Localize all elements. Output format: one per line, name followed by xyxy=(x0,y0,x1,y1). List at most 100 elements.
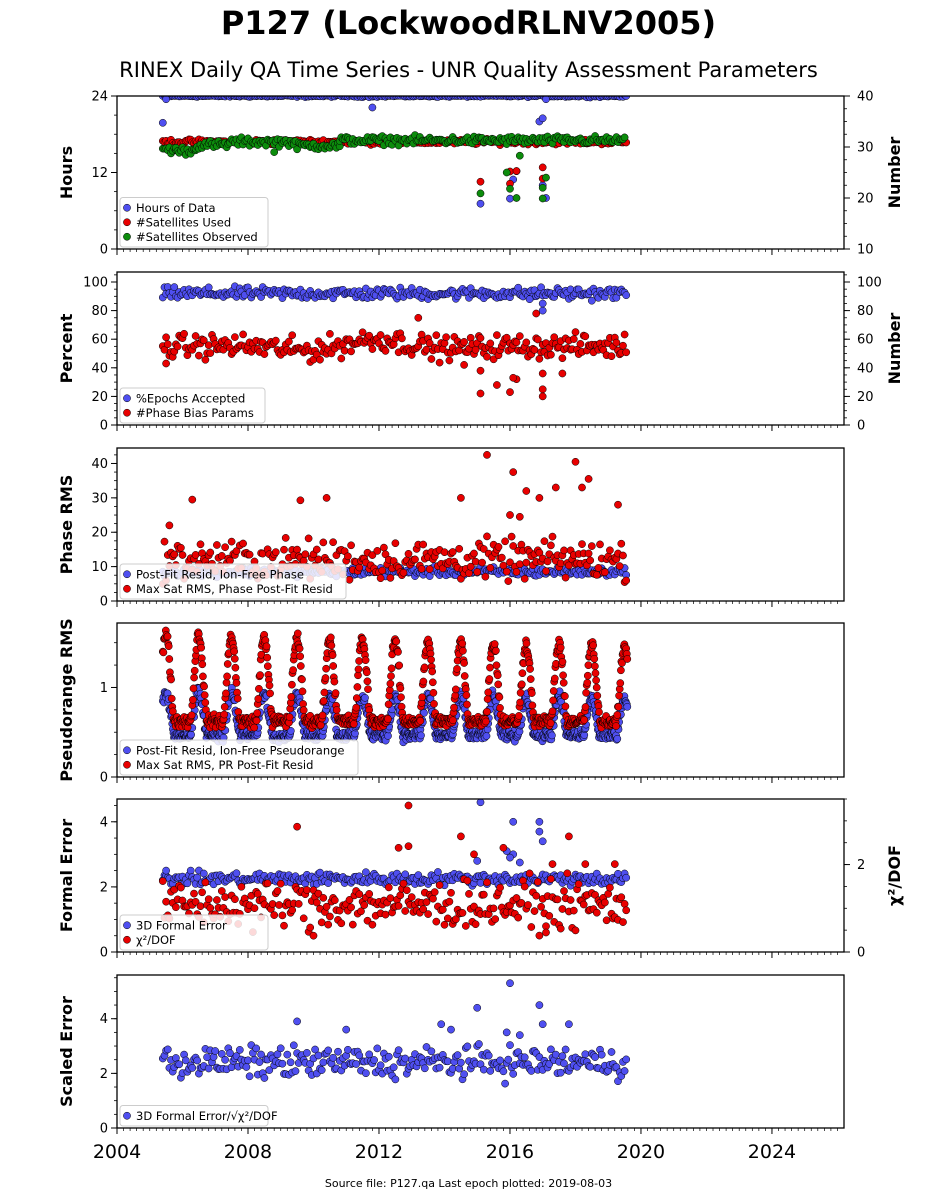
data-point xyxy=(361,656,370,665)
data-point xyxy=(435,358,444,367)
data-point xyxy=(368,345,377,353)
y2-axis-label: Number xyxy=(885,137,904,209)
data-point xyxy=(507,532,516,541)
data-point xyxy=(327,641,336,650)
data-point xyxy=(455,544,464,553)
data-point xyxy=(231,663,240,672)
data-point xyxy=(620,900,629,908)
data-point xyxy=(162,333,170,342)
data-point xyxy=(330,896,339,905)
y-axis-label: Hours xyxy=(57,146,76,199)
data-point xyxy=(527,689,536,697)
data-point xyxy=(368,103,377,112)
data-point xyxy=(445,897,454,906)
data-point xyxy=(197,643,206,652)
data-point xyxy=(278,911,287,920)
data-point xyxy=(520,882,529,891)
data-point xyxy=(204,283,213,292)
data-point xyxy=(170,283,179,291)
data-point xyxy=(606,546,614,555)
y2-tick-label: 2 xyxy=(857,858,865,873)
data-point xyxy=(515,512,524,521)
data-point xyxy=(530,346,539,354)
data-point xyxy=(538,385,547,394)
data-point xyxy=(419,540,428,549)
data-point xyxy=(386,679,395,688)
y-tick-label: 24 xyxy=(91,90,108,105)
data-point xyxy=(268,900,277,908)
data-point xyxy=(384,715,392,723)
data-point xyxy=(387,672,395,680)
data-point xyxy=(461,922,470,930)
data-point xyxy=(435,881,444,889)
data-point xyxy=(281,534,290,542)
data-point xyxy=(501,537,509,546)
data-point xyxy=(429,894,437,903)
data-point xyxy=(526,675,535,683)
data-point xyxy=(478,558,486,567)
panel-1-points xyxy=(158,96,631,208)
data-point xyxy=(324,920,333,929)
data-point xyxy=(387,664,396,673)
data-point xyxy=(407,893,416,901)
data-point xyxy=(532,891,541,900)
data-point xyxy=(285,713,294,721)
data-point xyxy=(443,914,452,923)
data-point xyxy=(293,545,301,554)
data-point xyxy=(303,886,311,894)
y2-tick-label: 40 xyxy=(857,361,874,376)
data-point xyxy=(509,468,518,476)
data-point xyxy=(538,837,547,846)
data-point xyxy=(466,333,475,342)
data-point xyxy=(535,817,544,826)
y2-tick-label: 40 xyxy=(857,90,874,105)
data-point xyxy=(535,827,544,836)
data-point xyxy=(360,901,369,909)
data-point xyxy=(602,916,611,925)
legend-label: #Satellites Observed xyxy=(136,230,258,244)
data-point xyxy=(619,551,627,560)
data-point xyxy=(509,542,518,550)
data-point xyxy=(296,496,305,505)
y-tick-label: 100 xyxy=(83,276,108,291)
data-point xyxy=(321,674,330,682)
data-point xyxy=(187,730,195,739)
data-point xyxy=(460,659,468,667)
data-point xyxy=(486,564,495,572)
data-point xyxy=(440,920,449,929)
data-point xyxy=(217,887,226,895)
data-point xyxy=(404,801,413,810)
data-point xyxy=(535,548,544,557)
data-point xyxy=(177,543,185,552)
data-point xyxy=(538,183,547,192)
data-point xyxy=(486,339,495,348)
data-point xyxy=(595,708,603,716)
y-tick-label: 20 xyxy=(91,526,108,541)
data-point xyxy=(592,571,601,579)
data-point xyxy=(319,894,328,902)
data-point xyxy=(506,388,514,396)
data-point xyxy=(502,333,511,342)
data-point xyxy=(512,894,521,902)
data-point xyxy=(319,697,328,705)
legend-label: %Epochs Accepted xyxy=(136,391,245,405)
data-point xyxy=(363,677,372,686)
data-point xyxy=(550,674,559,683)
data-point xyxy=(345,575,354,584)
data-point xyxy=(322,494,331,502)
data-point xyxy=(460,672,469,680)
data-point xyxy=(491,915,500,923)
data-point xyxy=(386,894,395,902)
data-point xyxy=(520,574,529,583)
data-point xyxy=(460,338,468,346)
data-point xyxy=(424,910,432,918)
data-point xyxy=(347,903,355,912)
data-point xyxy=(213,896,221,904)
data-point xyxy=(159,648,168,657)
data-point xyxy=(263,653,272,662)
data-point xyxy=(538,163,547,172)
data-point xyxy=(200,682,208,691)
panel-2-points xyxy=(158,282,631,401)
data-point xyxy=(617,666,625,675)
data-point xyxy=(463,876,472,885)
